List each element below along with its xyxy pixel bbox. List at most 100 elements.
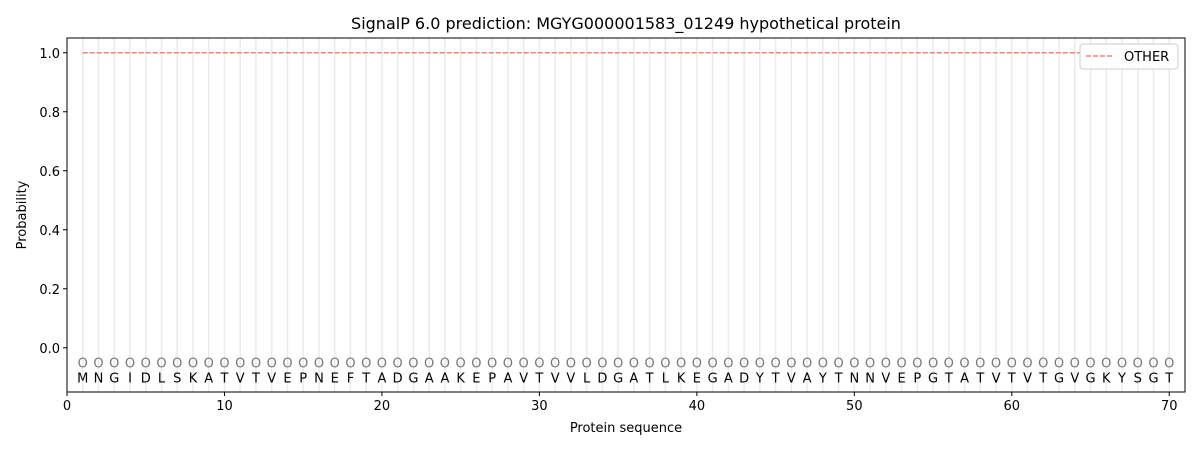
residue-letter: T xyxy=(975,371,984,386)
region-label: O xyxy=(975,357,985,372)
y-tick-label: 0.8 xyxy=(39,106,60,121)
residue-letter: T xyxy=(1007,371,1016,386)
residue-letter: V xyxy=(519,371,528,386)
region-label: O xyxy=(865,357,875,372)
region-label: O xyxy=(235,357,245,372)
residue-letter: F xyxy=(347,371,354,386)
x-axis-label: Protein sequence xyxy=(570,421,682,436)
residue-letter: G xyxy=(1085,371,1095,386)
region-label: O xyxy=(204,357,214,372)
residue-letter: N xyxy=(314,371,324,386)
legend: OTHER xyxy=(1079,43,1179,70)
residue-letter: V xyxy=(881,371,890,386)
y-tick-label: 0.6 xyxy=(39,165,60,180)
residue-letter: T xyxy=(771,371,780,386)
region-label: O xyxy=(770,357,780,372)
region-label: O xyxy=(330,357,340,372)
residue-letter: G xyxy=(109,371,119,386)
residue-letter: V xyxy=(1023,371,1032,386)
y-tick-label: 0.4 xyxy=(39,224,60,239)
region-label: O xyxy=(188,357,198,372)
x-tick-label: 50 xyxy=(846,399,863,414)
region-label: O xyxy=(613,357,623,372)
region-label: O xyxy=(1164,357,1174,372)
residue-letter: G xyxy=(613,371,623,386)
residue-letter: T xyxy=(834,371,843,386)
residue-letter: G xyxy=(1054,371,1064,386)
residue-letter: Y xyxy=(1117,371,1126,386)
region-label: O xyxy=(1101,357,1111,372)
region-label: O xyxy=(786,357,796,372)
residue-letter: A xyxy=(503,371,512,386)
residue-letter: V xyxy=(236,371,245,386)
region-label: O xyxy=(849,357,859,372)
residue-letter: A xyxy=(960,371,969,386)
residue-letter: A xyxy=(377,371,386,386)
x-tick-label: 20 xyxy=(374,399,391,414)
residue-letter: M xyxy=(77,371,88,386)
y-tick-label: 0.2 xyxy=(39,283,60,298)
region-label: O xyxy=(1054,357,1064,372)
region-label: O xyxy=(219,357,229,372)
residue-letter: I xyxy=(128,371,132,386)
residue-letter: G xyxy=(928,371,938,386)
region-label: O xyxy=(629,357,639,372)
region-label: O xyxy=(125,357,135,372)
region-label: O xyxy=(881,357,891,372)
region-label: O xyxy=(408,357,418,372)
legend-label-other: OTHER xyxy=(1124,50,1169,65)
residue-letter: P xyxy=(299,371,307,386)
region-label: O xyxy=(723,357,733,372)
region-label: O xyxy=(818,357,828,372)
residue-letter: P xyxy=(913,371,921,386)
residue-letter: L xyxy=(158,371,166,386)
residue-letter: T xyxy=(534,371,543,386)
residue-letter: E xyxy=(693,371,701,386)
residue-letter: A xyxy=(724,371,733,386)
region-label: O xyxy=(1038,357,1048,372)
region-label: O xyxy=(440,357,450,372)
region-label: O xyxy=(172,357,182,372)
region-label: O xyxy=(1148,357,1158,372)
residue-letter: D xyxy=(393,371,403,386)
region-label: O xyxy=(645,357,655,372)
residue-letter: T xyxy=(944,371,953,386)
region-label: O xyxy=(991,357,1001,372)
residue-letter: T xyxy=(219,371,228,386)
region-label: O xyxy=(251,357,261,372)
region-label: O xyxy=(959,357,969,372)
residue-letter: D xyxy=(739,371,749,386)
residue-letter: V xyxy=(787,371,796,386)
region-label: O xyxy=(345,357,355,372)
residue-letter: G xyxy=(708,371,718,386)
region-label: O xyxy=(282,357,292,372)
residue-letter: G xyxy=(1148,371,1158,386)
residue-letter: A xyxy=(425,371,434,386)
residue-letter: V xyxy=(1070,371,1079,386)
region-label: O xyxy=(424,357,434,372)
x-tick-label: 70 xyxy=(1161,399,1178,414)
residue-letter: A xyxy=(629,371,638,386)
residue-letter: N xyxy=(849,371,859,386)
region-label: O xyxy=(660,357,670,372)
residue-letter: T xyxy=(1038,371,1047,386)
region-label: O xyxy=(1007,357,1017,372)
residue-letter: D xyxy=(141,371,151,386)
region-label: O xyxy=(503,357,513,372)
residue-letter: E xyxy=(331,371,339,386)
region-label: O xyxy=(1117,357,1127,372)
x-tick-label: 40 xyxy=(689,399,706,414)
residue-letter: S xyxy=(173,371,181,386)
region-label: O xyxy=(566,357,576,372)
residue-letter: T xyxy=(1164,371,1173,386)
region-label: O xyxy=(739,357,749,372)
region-label: O xyxy=(456,357,466,372)
region-label: O xyxy=(393,357,403,372)
region-label: O xyxy=(1022,357,1032,372)
region-label: O xyxy=(707,357,717,372)
region-label: O xyxy=(377,357,387,372)
residue-letter: N xyxy=(865,371,875,386)
plot-frame xyxy=(66,37,1186,393)
